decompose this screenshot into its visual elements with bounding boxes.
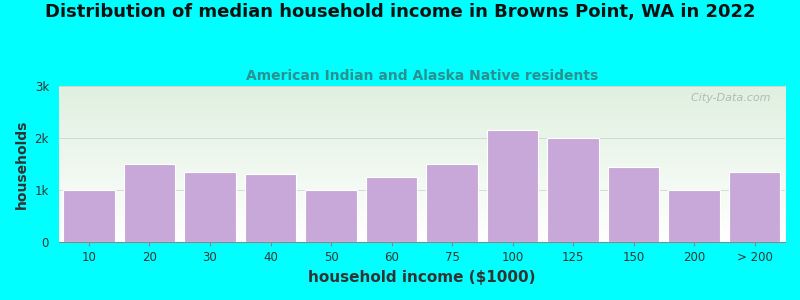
Text: Distribution of median household income in Browns Point, WA in 2022: Distribution of median household income … bbox=[45, 3, 755, 21]
X-axis label: household income ($1000): household income ($1000) bbox=[308, 270, 535, 285]
Text: City-Data.com: City-Data.com bbox=[684, 93, 770, 103]
Bar bbox=[608, 167, 659, 242]
Bar bbox=[306, 190, 357, 242]
Title: American Indian and Alaska Native residents: American Indian and Alaska Native reside… bbox=[246, 69, 598, 83]
Bar bbox=[487, 130, 538, 242]
Bar bbox=[366, 177, 418, 242]
Bar bbox=[426, 164, 478, 242]
Y-axis label: households: households bbox=[15, 119, 29, 209]
Bar bbox=[63, 190, 114, 242]
Bar bbox=[124, 164, 175, 242]
Bar bbox=[729, 172, 781, 242]
Bar bbox=[669, 190, 720, 242]
Bar bbox=[547, 138, 599, 242]
Bar bbox=[184, 172, 236, 242]
Bar bbox=[245, 174, 296, 242]
